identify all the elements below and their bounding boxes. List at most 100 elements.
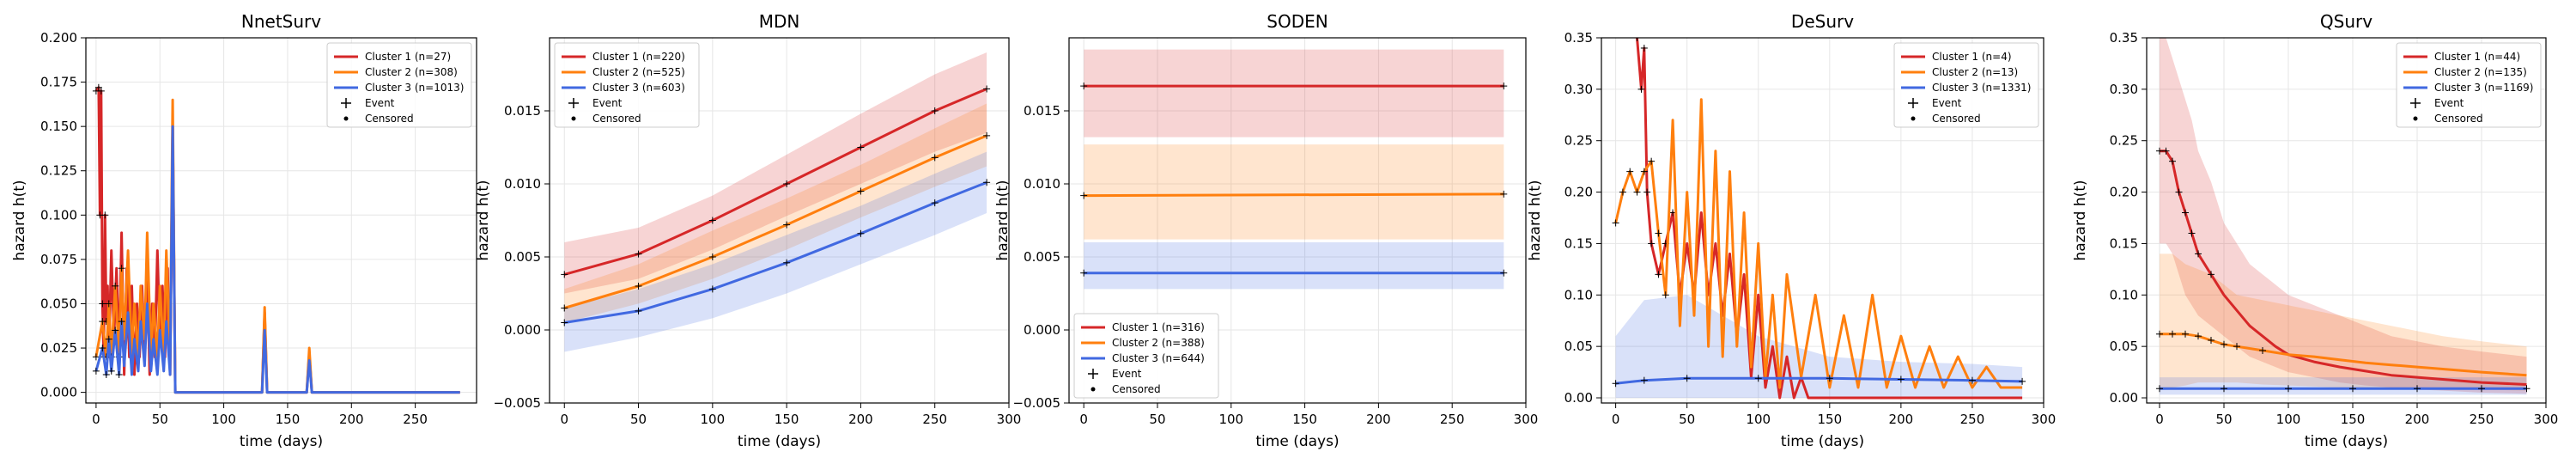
x-tick-label: 0 — [2155, 412, 2164, 427]
y-axis-label: hazard h(t) — [475, 180, 492, 260]
x-tick-label: 0 — [92, 412, 100, 427]
x-tick-label: 300 — [997, 412, 1022, 427]
series-line — [94, 125, 460, 394]
y-tick-label: 0.15 — [2110, 235, 2138, 251]
y-tick-label: −0.005 — [493, 395, 541, 411]
legend: Cluster 1 (n=220) Cluster 2 (n=525) Cluste… — [554, 42, 700, 128]
x-tick-label: 200 — [848, 412, 873, 427]
x-tick-label: 0 — [1079, 412, 1088, 427]
y-tick-label: 0.000 — [1024, 322, 1060, 338]
x-axis-label: time (days) — [240, 433, 323, 450]
series-line — [2160, 333, 2527, 377]
plot-area — [1612, 38, 2026, 400]
series-line — [94, 98, 460, 394]
x-tick-label: 100 — [1746, 412, 1771, 427]
legend-label: Event — [365, 97, 395, 109]
legend-label: Cluster 3 (n=644) — [1112, 352, 1205, 364]
confidence-band — [564, 52, 987, 294]
y-tick-label: 0.010 — [1024, 176, 1060, 192]
legend-box — [1893, 42, 2039, 128]
x-tick-label: 0 — [1612, 412, 1620, 427]
axes-frame — [1601, 37, 2044, 404]
x-tick-label: 50 — [1149, 412, 1165, 427]
legend-label: Event — [592, 97, 623, 109]
chart-title: SODEN — [1267, 11, 1327, 32]
plot-area — [561, 52, 991, 352]
y-axis-label: hazard h(t) — [994, 180, 1012, 260]
chart-panel: 0 50 100 150 200 250 0.000 0.025 0.050 0.075 0.100… — [11, 11, 477, 450]
legend-label: Censored — [592, 113, 641, 125]
legend-label: Cluster 1 (n=316) — [1112, 321, 1205, 333]
x-tick-label: 100 — [2276, 412, 2301, 427]
y-tick-label: 0.000 — [504, 322, 541, 338]
chart-panel: 0 50 100 150 200 250 300 −0.005 0.000 0.005 0.010 0… — [475, 11, 1021, 450]
x-tick-label: 200 — [1366, 412, 1391, 427]
legend-label: Cluster 1 (n=4) — [1932, 51, 2012, 63]
confidence-band — [2160, 38, 2527, 394]
x-axis-label: time (days) — [1781, 433, 1864, 450]
x-tick-label: 200 — [339, 412, 364, 427]
legend-label: Cluster 2 (n=525) — [592, 66, 685, 78]
y-tick-label: 0.000 — [40, 385, 77, 400]
confidence-band — [1084, 49, 1504, 137]
y-tick-label: 0.20 — [2110, 185, 2138, 200]
x-tick-label: 150 — [2341, 412, 2366, 427]
x-tick-label: 150 — [1292, 412, 1317, 427]
y-tick-label: 0.10 — [1564, 287, 1593, 302]
y-tick-label: 0.30 — [1564, 82, 1593, 97]
y-tick-label: 0.30 — [2110, 82, 2138, 97]
y-tick-label: 0.10 — [2110, 287, 2138, 302]
axes-frame — [549, 37, 1010, 404]
y-tick-label: 0.175 — [40, 75, 77, 90]
x-tick-label: 100 — [1218, 412, 1243, 427]
y-tick-label: −0.005 — [1012, 395, 1060, 411]
x-tick-label: 150 — [276, 412, 301, 427]
legend-label: Cluster 3 (n=1013) — [365, 82, 464, 94]
chart-title: DeSurv — [1791, 11, 1854, 32]
y-tick-label: 0.010 — [504, 176, 541, 192]
x-tick-label: 50 — [1679, 412, 1695, 427]
chart-panel: 0 50 100 150 200 250 300 0.00 0.05 0.10 0.15 0.20 0.… — [1527, 11, 2056, 450]
x-axis-label: time (days) — [1255, 433, 1339, 450]
legend-label: Censored — [2434, 113, 2483, 125]
x-tick-label: 50 — [152, 412, 168, 427]
legend-label: Cluster 3 (n=603) — [592, 82, 685, 94]
legend-censored-marker — [343, 116, 349, 121]
legend-label: Cluster 1 (n=27) — [365, 51, 451, 63]
y-tick-label: 0.25 — [1564, 133, 1593, 149]
y-axis-label: hazard h(t) — [2072, 180, 2089, 260]
confidence-band — [1084, 242, 1504, 290]
x-tick-label: 200 — [1889, 412, 1914, 427]
legend-box — [326, 42, 472, 128]
axes-frame — [1068, 37, 1527, 404]
x-tick-label: 100 — [701, 412, 726, 427]
x-tick-label: 250 — [2470, 412, 2494, 427]
legend-label: Cluster 3 (n=1331) — [1932, 82, 2031, 94]
y-tick-label: 0.20 — [1564, 185, 1593, 200]
legend-label: Cluster 3 (n=1169) — [2434, 82, 2533, 94]
chart-title: NnetSurv — [241, 11, 321, 32]
legend: Cluster 1 (n=316) Cluster 2 (n=388) Cluste… — [1073, 313, 1219, 399]
x-tick-label: 300 — [2534, 412, 2559, 427]
confidence-band — [2160, 377, 2527, 395]
y-tick-label: 0.35 — [2110, 30, 2138, 46]
legend-censored-marker — [1911, 116, 1916, 121]
series-line — [1615, 376, 2023, 385]
x-tick-label: 150 — [775, 412, 799, 427]
legend-label: Cluster 2 (n=388) — [1112, 337, 1205, 349]
legend-label: Censored — [1932, 113, 1981, 125]
y-tick-label: 0.025 — [40, 340, 77, 356]
series-line — [1084, 192, 1504, 198]
legend-label: Event — [1932, 97, 1962, 109]
chart-panel: 0 50 100 150 200 250 300 0.00 0.05 0.10 0.15 0.20 0.… — [2072, 11, 2558, 450]
y-tick-label: 0.200 — [40, 30, 77, 46]
chart-title: MDN — [759, 11, 800, 32]
legend-censored-marker — [2413, 116, 2418, 121]
x-tick-label: 0 — [560, 412, 568, 427]
x-axis-label: time (days) — [2305, 433, 2388, 450]
y-tick-label: 0.35 — [1564, 30, 1593, 46]
legend-censored-marker — [1091, 387, 1096, 392]
series-line — [1614, 98, 2023, 389]
confidence-band — [2160, 253, 2527, 391]
